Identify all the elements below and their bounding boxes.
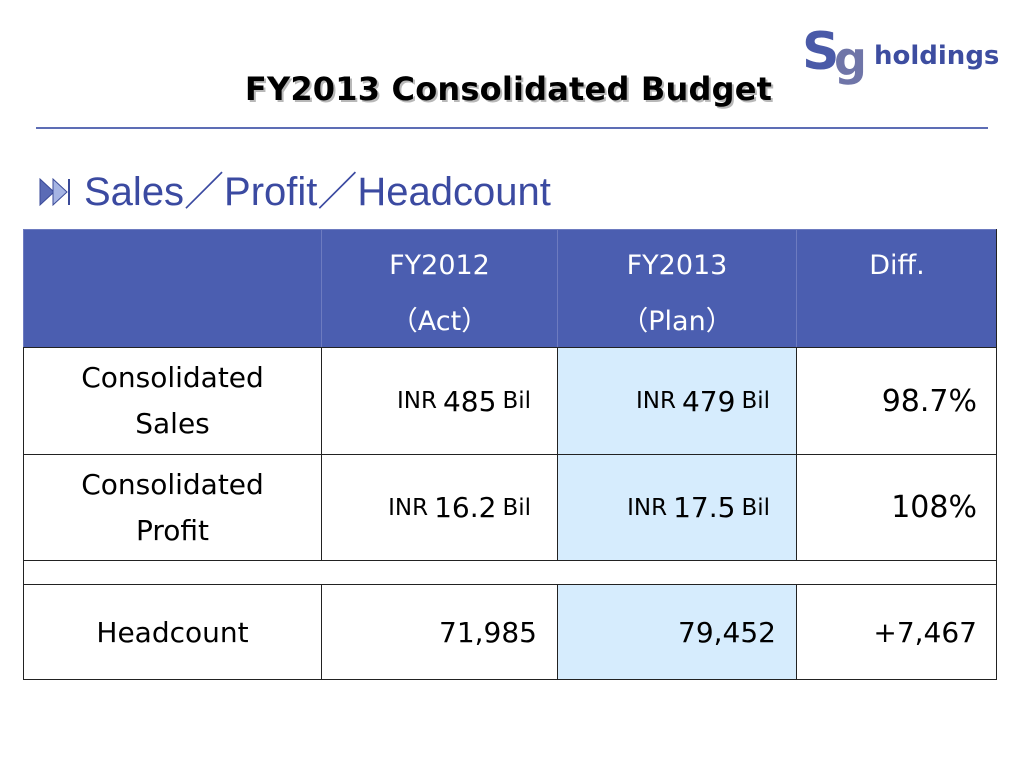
logo-wordmark: holdings bbox=[874, 41, 1000, 71]
unit-suffix: Bil bbox=[741, 388, 770, 414]
header-cell-blank bbox=[23, 229, 321, 347]
unit-suffix: Bil bbox=[741, 494, 770, 521]
value: +7,467 bbox=[873, 616, 977, 649]
cell-profit-fy2013: INR 17.5 Bil bbox=[557, 454, 796, 560]
currency-prefix: INR bbox=[627, 494, 668, 521]
unit-suffix: Bil bbox=[502, 494, 531, 521]
fy2013-year: FY2013 bbox=[626, 250, 728, 281]
row-label-sales: Consolidated Sales bbox=[23, 347, 321, 454]
header-cell-fy2012: FY2012 （Act） bbox=[321, 229, 557, 347]
value: 16.2 bbox=[434, 491, 497, 524]
logo-letter-g: g bbox=[834, 32, 867, 86]
page-title: FY2013 Consolidated Budget bbox=[244, 70, 773, 108]
value: 479 bbox=[681, 384, 736, 418]
row-label-profit: Consolidated Profit bbox=[23, 454, 321, 560]
table-right-edge bbox=[996, 229, 997, 680]
value: 79,452 bbox=[678, 616, 776, 649]
fy2012-year: FY2012 bbox=[389, 250, 490, 281]
row-label-line: Sales bbox=[135, 407, 210, 440]
row-label-line: Headcount bbox=[96, 615, 249, 649]
cell-profit-diff: 108% bbox=[796, 454, 997, 560]
cell-profit-fy2012: INR 16.2 Bil bbox=[321, 454, 557, 560]
header-cell-diff: Diff. bbox=[796, 229, 997, 347]
logo-letter-s: S bbox=[802, 22, 840, 82]
cell-sales-diff: 98.7% bbox=[796, 347, 997, 454]
currency-prefix: INR bbox=[388, 494, 429, 521]
row-label-headcount: Headcount bbox=[23, 584, 321, 680]
sg-holdings-logo: S g holdings bbox=[800, 22, 1000, 88]
cell-headcount-fy2013: 79,452 bbox=[557, 584, 796, 680]
currency-prefix: INR bbox=[397, 388, 437, 414]
row-label-line: Consolidated bbox=[81, 467, 264, 501]
value: 17.5 bbox=[673, 491, 736, 524]
row-label-line: Profit bbox=[135, 513, 210, 547]
fy2012-type: （Act） bbox=[390, 306, 489, 337]
value: 71,985 bbox=[439, 616, 537, 649]
value: 108% bbox=[891, 490, 977, 525]
value: 485 bbox=[442, 384, 497, 418]
spacer-row bbox=[23, 560, 997, 584]
value: 98.7% bbox=[881, 383, 977, 419]
title-divider bbox=[36, 127, 988, 129]
cell-sales-fy2012: INR 485 Bil bbox=[321, 347, 557, 454]
diff-heading: Diff. bbox=[869, 250, 925, 281]
header-cell-fy2013: FY2013 （Plan） bbox=[557, 229, 796, 347]
cell-headcount-fy2012: 71,985 bbox=[321, 584, 557, 680]
cell-sales-fy2013: INR 479 Bil bbox=[557, 347, 796, 454]
cell-headcount-diff: +7,467 bbox=[796, 584, 997, 680]
unit-suffix: Bil bbox=[502, 388, 531, 414]
double-chevron-icon bbox=[38, 176, 72, 208]
section-title: Sales／Profit／Headcount bbox=[84, 170, 551, 214]
row-label-line: Consolidated bbox=[81, 361, 264, 394]
fy2013-type: （Plan） bbox=[621, 306, 733, 337]
currency-prefix: INR bbox=[636, 388, 676, 414]
table-bottom-edge bbox=[23, 679, 997, 680]
